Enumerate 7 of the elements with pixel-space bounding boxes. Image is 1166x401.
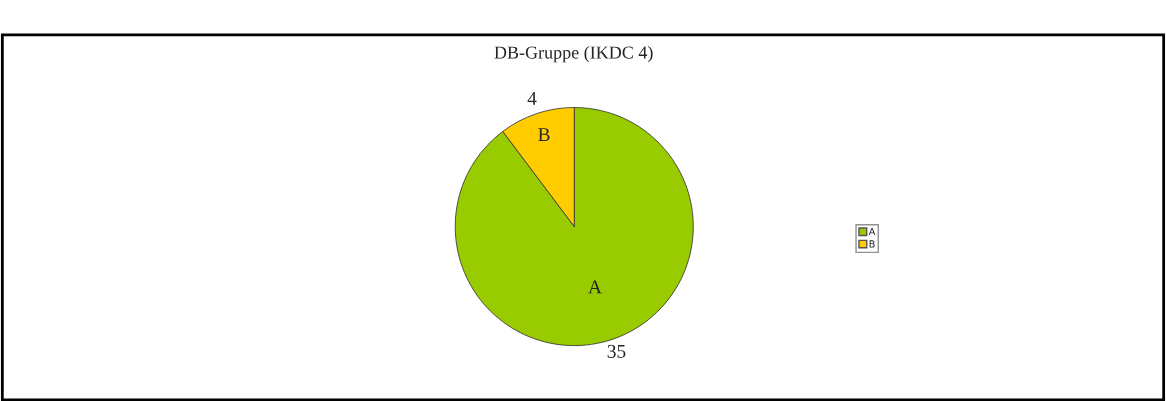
- legend-label: A: [868, 228, 876, 236]
- data-label: 35: [607, 344, 626, 358]
- chart-title: DB-Gruppe (IKDC 4): [494, 45, 653, 63]
- legend-label: B: [869, 240, 875, 248]
- slice-label: B: [538, 128, 550, 141]
- data-label: 4: [527, 91, 537, 105]
- slice-label: A: [588, 280, 602, 294]
